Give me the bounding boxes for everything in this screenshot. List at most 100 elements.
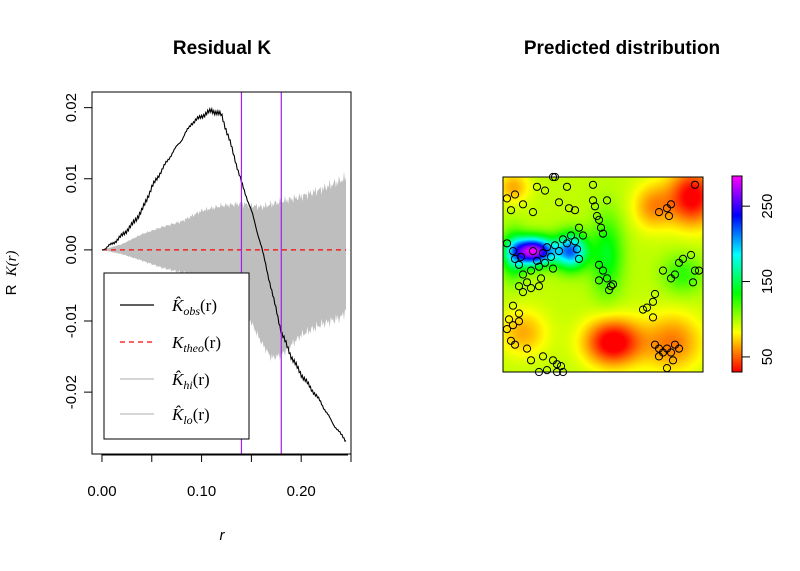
event-point — [670, 270, 680, 279]
event-point — [518, 200, 528, 209]
event-point — [510, 340, 520, 349]
residual-k-axes: 0.00 0.10 0.20 -0.02 -0.01 0.00 0.01 0.02 — [63, 93, 352, 500]
event-point — [666, 348, 676, 357]
residual-k-title: Residual K — [173, 38, 271, 59]
event-point — [546, 252, 556, 261]
colorbar-tick-label: 250 — [759, 194, 776, 219]
colorbar-frame — [731, 175, 743, 373]
event-point — [602, 196, 612, 205]
event-point — [596, 223, 606, 232]
event-point — [642, 303, 652, 312]
svg-text:-0.02: -0.02 — [63, 375, 80, 409]
x-tick-label: 0.20 — [287, 483, 316, 500]
event-point — [550, 241, 560, 250]
event-point — [514, 260, 524, 269]
event-point — [554, 247, 564, 256]
y-tick-label: 0.00 — [63, 235, 80, 264]
x-tick-label: 0.10 — [187, 483, 216, 500]
event-point — [540, 186, 550, 195]
event-point — [578, 231, 588, 240]
svg-text:250: 250 — [759, 194, 776, 219]
event-point — [574, 223, 584, 232]
event-point — [522, 344, 532, 353]
event-point — [540, 258, 550, 267]
event-point — [554, 198, 564, 207]
event-point — [602, 274, 612, 283]
event-point — [514, 317, 524, 326]
event-point — [650, 289, 660, 299]
svg-text:0.00: 0.00 — [63, 235, 80, 264]
event-point — [532, 182, 542, 191]
event-point — [606, 282, 616, 291]
event-point — [536, 274, 546, 283]
event-point — [504, 315, 514, 324]
event-point — [514, 309, 524, 318]
obs-line — [101, 106, 347, 443]
event-point — [674, 344, 684, 353]
svg-text:-0.01: -0.01 — [63, 304, 80, 338]
event-point — [532, 256, 542, 265]
envelope-band — [102, 171, 346, 362]
point-pattern — [502, 172, 704, 377]
legend-obs-label: K̂obs(r) — [171, 296, 217, 318]
event-point — [514, 282, 524, 291]
colorbar-tick-label: 150 — [759, 269, 776, 294]
svg-text:50: 50 — [759, 349, 776, 366]
event-point — [538, 352, 548, 361]
event-point — [508, 321, 518, 330]
event-point — [510, 254, 520, 263]
event-point — [688, 278, 698, 287]
predicted-distribution-panel: Predicted distribution 50 150 250 — [502, 38, 776, 377]
svg-text:0.02: 0.02 — [63, 93, 80, 122]
svg-text:R K(r): R K(r) — [3, 251, 20, 296]
y-tick-label: 0.01 — [63, 164, 80, 193]
svg-text:0.01: 0.01 — [63, 164, 80, 193]
residual-k-ylabel: R K(r) — [3, 251, 20, 296]
event-point — [686, 250, 696, 260]
event-point — [552, 360, 562, 369]
event-point — [588, 180, 598, 189]
event-point — [538, 249, 548, 258]
ylabel-prefix: R — [3, 284, 20, 295]
event-point — [516, 252, 526, 261]
event-point — [566, 231, 576, 240]
x-tick-label: 0.00 — [87, 483, 116, 500]
event-point — [556, 362, 566, 371]
event-point — [506, 206, 516, 215]
event-point — [638, 305, 648, 314]
y-tick-label: 0.02 — [63, 93, 80, 122]
event-point — [522, 278, 532, 287]
event-point — [542, 366, 552, 375]
event-point — [526, 266, 536, 275]
legend-theo-label: Ktheo(r) — [171, 333, 221, 355]
residual-k-xlabel: r — [220, 527, 226, 544]
event-point — [598, 266, 608, 275]
event-point — [648, 297, 658, 306]
y-tick-label: -0.02 — [63, 375, 80, 409]
legend-box — [103, 272, 250, 440]
event-point — [690, 180, 700, 189]
event-point — [594, 276, 604, 285]
event-point — [666, 200, 676, 209]
event-point — [598, 229, 608, 238]
event-point — [526, 356, 536, 365]
event-point — [608, 280, 618, 289]
event-point — [590, 202, 600, 211]
event-point — [510, 190, 520, 199]
event-point — [562, 182, 572, 191]
event-point — [690, 266, 700, 275]
event-point — [518, 270, 528, 279]
residual-k-panel: Residual K 0.00 0.10 0.20-0.02-0.010.000.0… — [3, 38, 352, 544]
colorbar — [732, 176, 742, 372]
event-point — [508, 247, 518, 256]
event-point — [594, 215, 604, 224]
event-point — [588, 196, 598, 205]
colorbar-tick-label: 50 — [759, 349, 776, 366]
event-point — [570, 237, 580, 246]
event-point — [528, 208, 538, 217]
event-point — [658, 266, 668, 275]
event-point — [572, 245, 582, 254]
event-point — [508, 301, 518, 310]
event-point — [654, 352, 664, 361]
